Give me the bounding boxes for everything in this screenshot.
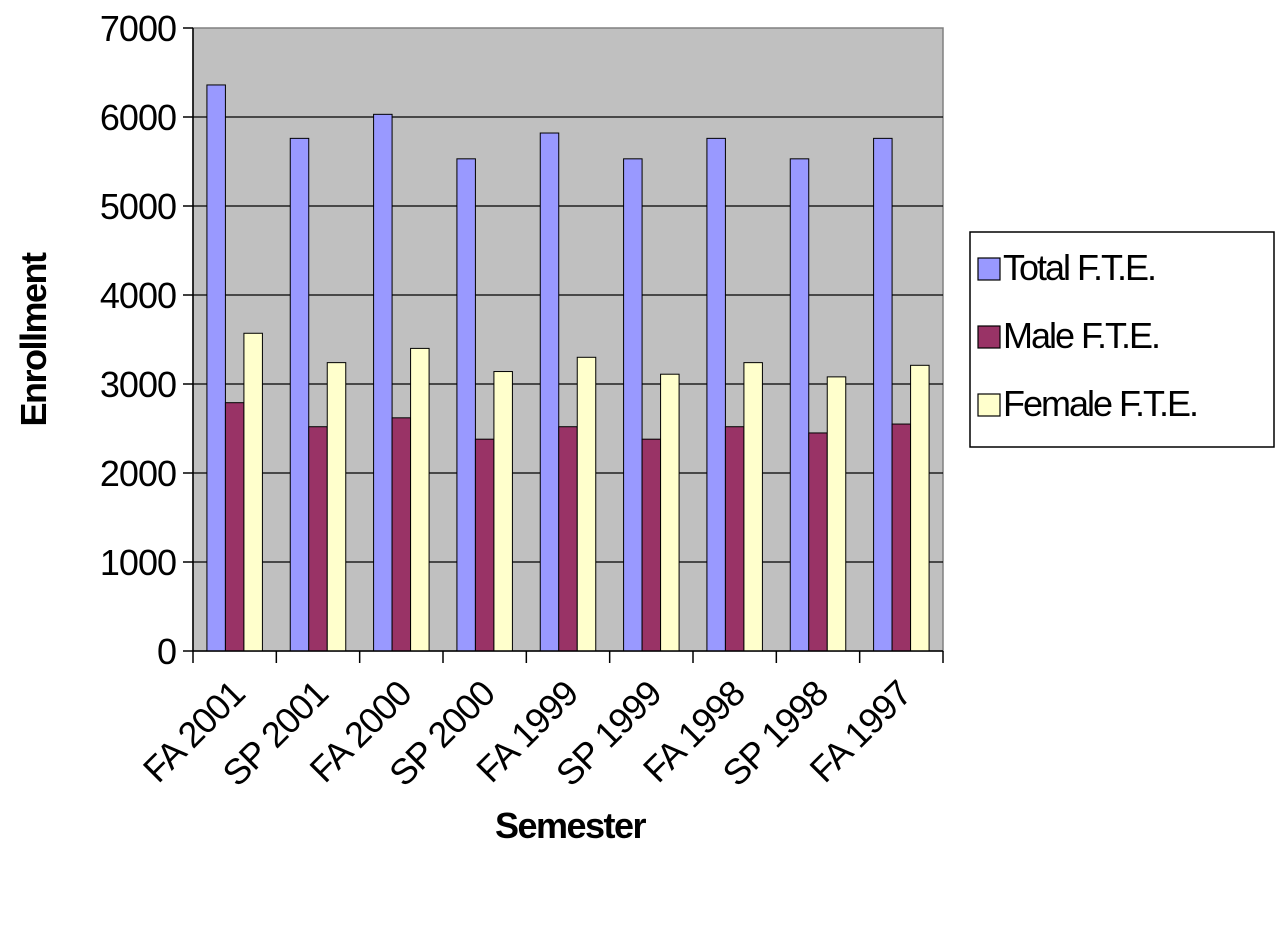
bar-total-f-t-e--fa-1999 [539, 132, 560, 652]
bar-male-f-t-e--sp-1999 [641, 438, 662, 652]
bar-male-f-t-e--sp-1998 [808, 432, 828, 652]
bar-female-f-t-e--fa-1998 [743, 362, 763, 652]
legend: Total F.T.E. Male F.T.E. Female F.T.E. [969, 231, 1275, 448]
x-axis-title: Semester [495, 805, 647, 846]
bar-female-f-t-e--fa-1997 [910, 364, 930, 652]
bar-total-f-t-e--sp-1998 [789, 158, 810, 652]
bars [206, 84, 930, 652]
y-axis-title: Enrollment [13, 252, 54, 427]
y-tick-label: 4000 [100, 275, 176, 316]
bar-male-f-t-e--fa-1999 [558, 426, 578, 652]
bar-female-f-t-e--sp-1999 [660, 373, 680, 652]
bar-female-f-t-e--fa-2000 [410, 347, 430, 652]
legend-box [969, 231, 1275, 448]
legend-label: Female F.T.E. [1003, 383, 1197, 424]
y-tick-label: 1000 [100, 542, 176, 583]
y-tick-label: 5000 [100, 186, 176, 227]
bar-female-f-t-e--sp-2000 [493, 371, 513, 652]
y-tick-labels: 0 1000 2000 3000 4000 5000 6000 7000 [100, 8, 177, 672]
bar-male-f-t-e--fa-2000 [391, 417, 412, 652]
bar-female-f-t-e--sp-1998 [826, 376, 847, 652]
bar-male-f-t-e--sp-2001 [308, 426, 328, 652]
bar-total-f-t-e--fa-2000 [373, 113, 393, 652]
y-tick-label: 6000 [100, 97, 176, 138]
legend-swatch [977, 393, 1001, 417]
y-tick-label: 7000 [100, 8, 176, 49]
legend-swatch [977, 257, 1001, 281]
bar-total-f-t-e--fa-1998 [706, 137, 726, 652]
legend-label: Male F.T.E. [1003, 315, 1159, 356]
bar-female-f-t-e--sp-2001 [326, 362, 347, 652]
bar-male-f-t-e--fa-2001 [224, 402, 245, 652]
bar-female-f-t-e--fa-2001 [243, 332, 263, 652]
y-tick-label: 2000 [100, 453, 176, 494]
bar-female-f-t-e--fa-1999 [576, 356, 597, 652]
bar-total-f-t-e--sp-2001 [289, 137, 310, 652]
bar-total-f-t-e--sp-2000 [456, 158, 476, 652]
bar-total-f-t-e--fa-1997 [873, 137, 893, 652]
bar-male-f-t-e--fa-1998 [724, 426, 745, 652]
y-tick-label: 0 [157, 631, 176, 672]
bar-male-f-t-e--sp-2000 [474, 438, 495, 652]
axes [183, 27, 944, 663]
bar-male-f-t-e--fa-1997 [891, 423, 912, 652]
bar-total-f-t-e--fa-2001 [206, 84, 226, 652]
legend-label: Total F.T.E. [1003, 247, 1155, 288]
bar-total-f-t-e--sp-1999 [623, 158, 643, 652]
legend-swatch [977, 325, 1001, 349]
y-tick-label: 3000 [100, 364, 176, 405]
